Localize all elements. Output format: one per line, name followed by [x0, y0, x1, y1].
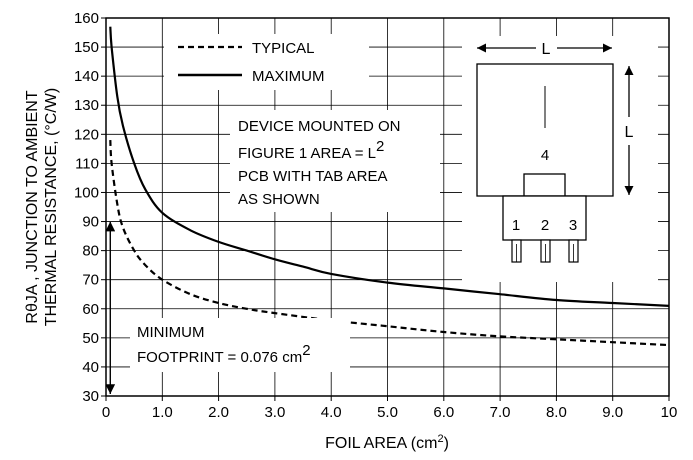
- y-tick-label: 110: [75, 155, 99, 172]
- device-annotation-background: [230, 110, 440, 212]
- y-tick-label: 60: [82, 301, 99, 318]
- y-axis-label-line1: RθJA , JUNCTION TO AMBIENT: [24, 90, 41, 323]
- x-tick-label: 4.0: [321, 404, 342, 421]
- device-annotation-line4: AS SHOWN: [238, 191, 320, 208]
- y-tick-label: 160: [74, 10, 99, 27]
- series-line-typical: [109, 140, 670, 347]
- y-tick-label: 30: [82, 388, 99, 405]
- tab-pin-label: 4: [541, 147, 549, 164]
- x-tick-label: 2.0: [208, 404, 229, 421]
- minimum-annotation-line1: MINIMUM: [137, 324, 205, 341]
- y-axis-label: RθJA , JUNCTION TO AMBIENT THERMAL RESIS…: [24, 88, 60, 326]
- dimension-label-top: L: [542, 41, 551, 58]
- y-tick-label: 130: [74, 97, 99, 114]
- data-curves: [109, 26, 670, 347]
- x-tick-labels: 0 1.0 2.0 3.0 4.0 5.0 6.0 7.0 8.0 9.0 10: [102, 396, 678, 421]
- device-annotation-line2: FIGURE 1 AREA = L2: [238, 138, 384, 162]
- y-tick-label: 80: [82, 243, 99, 260]
- y-tick-label: 70: [82, 272, 99, 289]
- y-tick-label: 100: [74, 184, 99, 201]
- x-axis-label: FOIL AREA (cm2): [325, 433, 449, 452]
- pin-label-2: 2: [541, 217, 549, 234]
- device-annotation-line1: DEVICE MOUNTED ON: [238, 118, 401, 135]
- y-tick-label: 140: [74, 68, 99, 85]
- package-tab: [523, 173, 566, 197]
- pin-label-3: 3: [569, 217, 577, 234]
- dimension-label-side: L: [625, 124, 634, 141]
- x-tick-label: 3.0: [264, 404, 285, 421]
- x-tick-label: 5.0: [377, 404, 398, 421]
- y-tick-labels: 30 40 50 60 70 80 90 100 110 120 130 140 150 160: [74, 10, 106, 405]
- legend-label-maximum: MAXIMUM: [252, 68, 325, 85]
- package-body: [502, 195, 587, 241]
- y-tick-label: 120: [74, 126, 99, 143]
- x-tick-label: 8.0: [546, 404, 567, 421]
- y-tick-label: 90: [82, 214, 99, 231]
- x-tick-label: 7.0: [490, 404, 511, 421]
- legend: TYPICAL MAXIMUM: [164, 34, 369, 90]
- series-line-maximum: [109, 26, 670, 307]
- x-tick-label: 6.0: [433, 404, 454, 421]
- y-tick-label: 40: [82, 359, 99, 376]
- package-diagram: L L 4 1 2 3: [462, 36, 658, 282]
- device-annotation: DEVICE MOUNTED ON FIGURE 1 AREA = L2 PCB…: [230, 110, 440, 212]
- minimum-annotation-line2: FOOTPRINT = 0.076 cm2: [137, 342, 311, 366]
- legend-label-typical: TYPICAL: [252, 40, 315, 57]
- x-tick-label: 10: [661, 404, 678, 421]
- x-tick-label: 1.0: [152, 404, 173, 421]
- x-tick-label: 9.0: [602, 404, 623, 421]
- pin-label-1: 1: [512, 217, 520, 234]
- minimum-annotation-background: [130, 318, 350, 372]
- minimum-footprint-annotation: MINIMUM FOOTPRINT = 0.076 cm2: [130, 318, 350, 372]
- device-annotation-line3: PCB WITH TAB AREA: [238, 168, 387, 185]
- x-tick-label: 0: [102, 404, 110, 421]
- y-axis-label-line2: THERMAL RESISTANCE, (°C/W): [43, 88, 60, 326]
- y-tick-label: 50: [82, 330, 99, 347]
- y-tick-label: 150: [74, 39, 99, 56]
- legend-background: [164, 34, 369, 90]
